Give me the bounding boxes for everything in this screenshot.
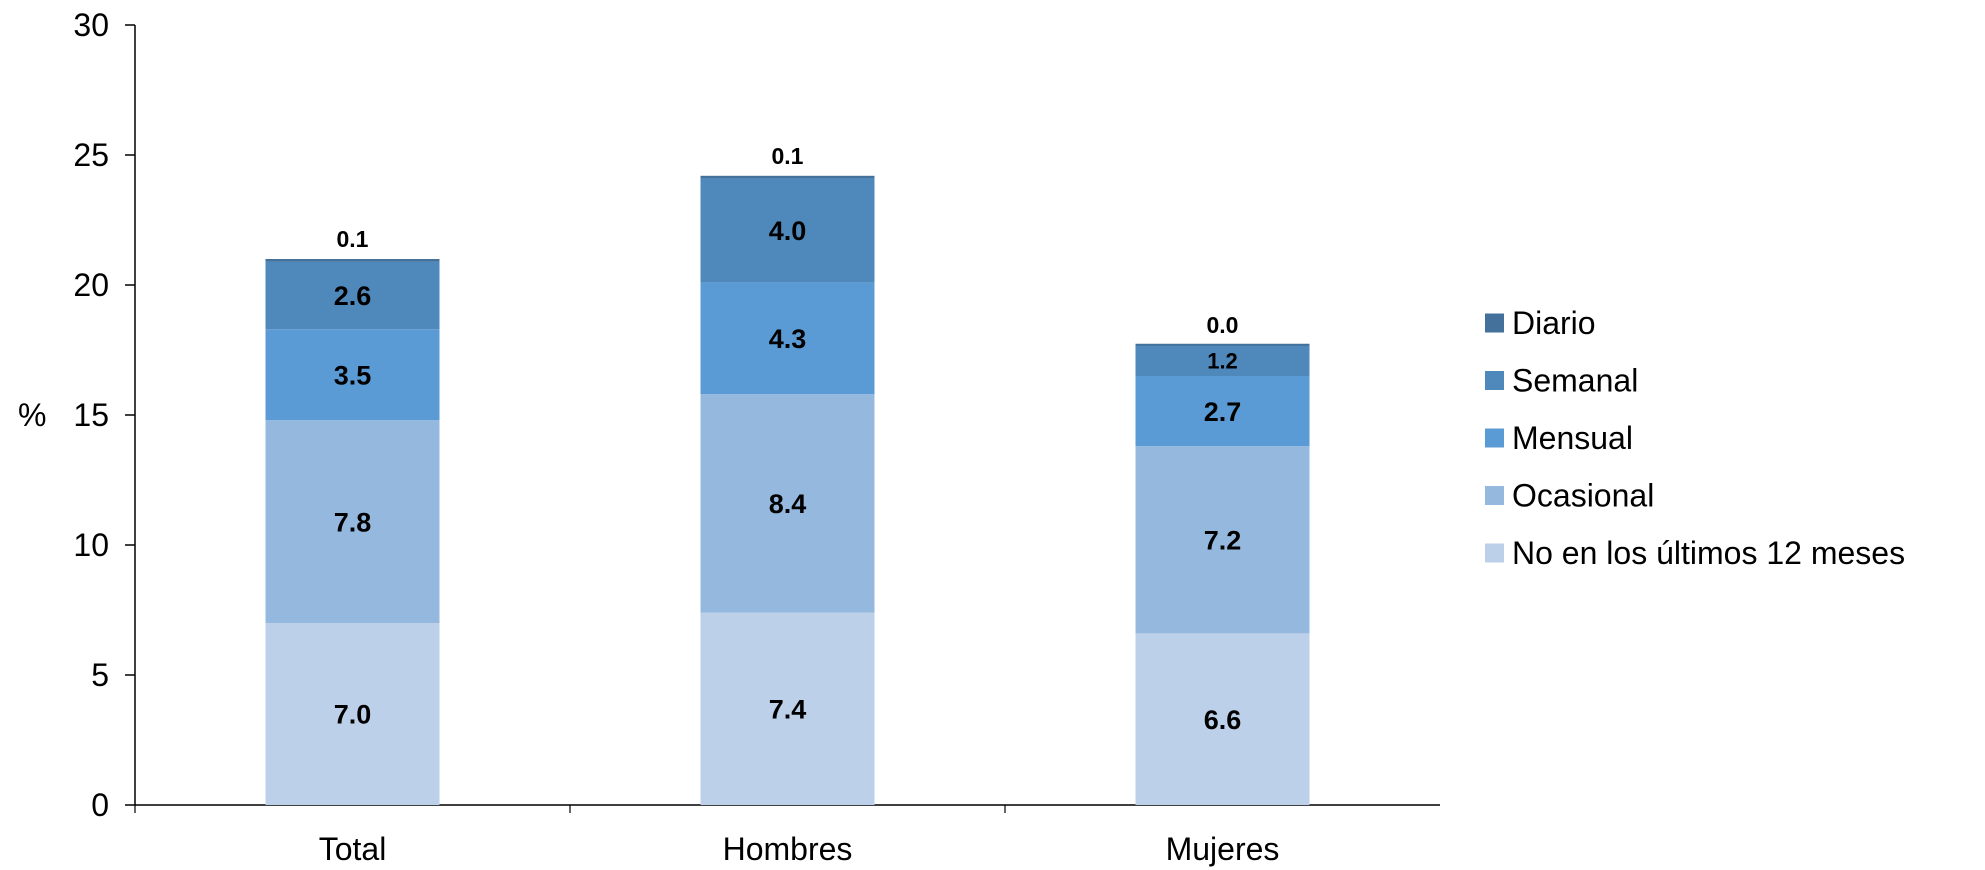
y-tick-label: 15 (73, 397, 109, 433)
data-label: 2.7 (1204, 397, 1242, 427)
data-label: 1.2 (1207, 348, 1238, 373)
bar-segment (700, 175, 875, 179)
data-label: 6.6 (1204, 705, 1242, 735)
bar-segment (265, 623, 440, 805)
data-label: 0.1 (337, 226, 369, 252)
bar-segment (265, 261, 440, 330)
y-tick-label: 30 (73, 7, 109, 43)
bar-segment (700, 612, 875, 805)
y-tick-label: 25 (73, 137, 109, 173)
bars (265, 175, 1310, 805)
legend-swatch (1485, 543, 1504, 563)
data-label: 8.4 (769, 489, 807, 519)
y-axis-label: % (18, 397, 46, 433)
x-tick-label: Total (319, 831, 387, 867)
x-tick-label: Hombres (723, 831, 853, 867)
bar-segment (1135, 446, 1310, 634)
bar-segment (265, 329, 440, 421)
data-label: 2.6 (334, 281, 372, 311)
legend-label: Ocasional (1512, 478, 1654, 514)
legend-label: Diario (1512, 305, 1596, 341)
x-tick-label: Mujeres (1166, 831, 1280, 867)
y-tick-label: 5 (91, 657, 109, 693)
y-tick-label: 20 (73, 267, 109, 303)
legend-swatch (1485, 313, 1504, 333)
legend-swatch (1485, 486, 1504, 505)
data-label: 7.2 (1204, 526, 1242, 556)
bar-segment (700, 282, 875, 395)
bar-segment (265, 259, 440, 262)
legend-label: Mensual (1512, 420, 1633, 456)
bar-segment (265, 420, 440, 623)
data-label: 4.3 (769, 324, 807, 354)
y-tick-label: 0 (91, 787, 109, 823)
legend-swatch (1485, 428, 1504, 448)
data-labels: 7.0 7.8 3.5 2.6 0.1 7.4 8.4 4.3 4.0 0.1 6.6 7.2 2.7 1… (334, 143, 1242, 735)
bar-segment (1135, 376, 1310, 447)
legend-swatch (1485, 371, 1504, 390)
bar-segment (700, 394, 875, 613)
bar-segment (700, 178, 875, 283)
axes: 0 5 10 15 20 25 30% Total Hombres Mujeres (18, 7, 1440, 867)
data-label: 3.5 (334, 360, 372, 390)
legend: Diario Semanal Mensual Ocasional No en los ú… (1485, 305, 1905, 571)
data-label: 0.1 (772, 143, 804, 169)
data-label: 7.8 (334, 507, 372, 537)
data-label: 7.0 (334, 700, 372, 730)
bar-segment (1135, 633, 1310, 805)
data-label: 0.0 (1207, 312, 1239, 338)
bar-segment (1135, 344, 1310, 376)
data-label: 7.4 (769, 695, 807, 725)
legend-label: No en los últimos 12 meses (1512, 535, 1905, 571)
y-tick-label: 10 (73, 527, 109, 563)
legend-label: Semanal (1512, 363, 1638, 399)
data-label: 4.0 (769, 216, 807, 246)
